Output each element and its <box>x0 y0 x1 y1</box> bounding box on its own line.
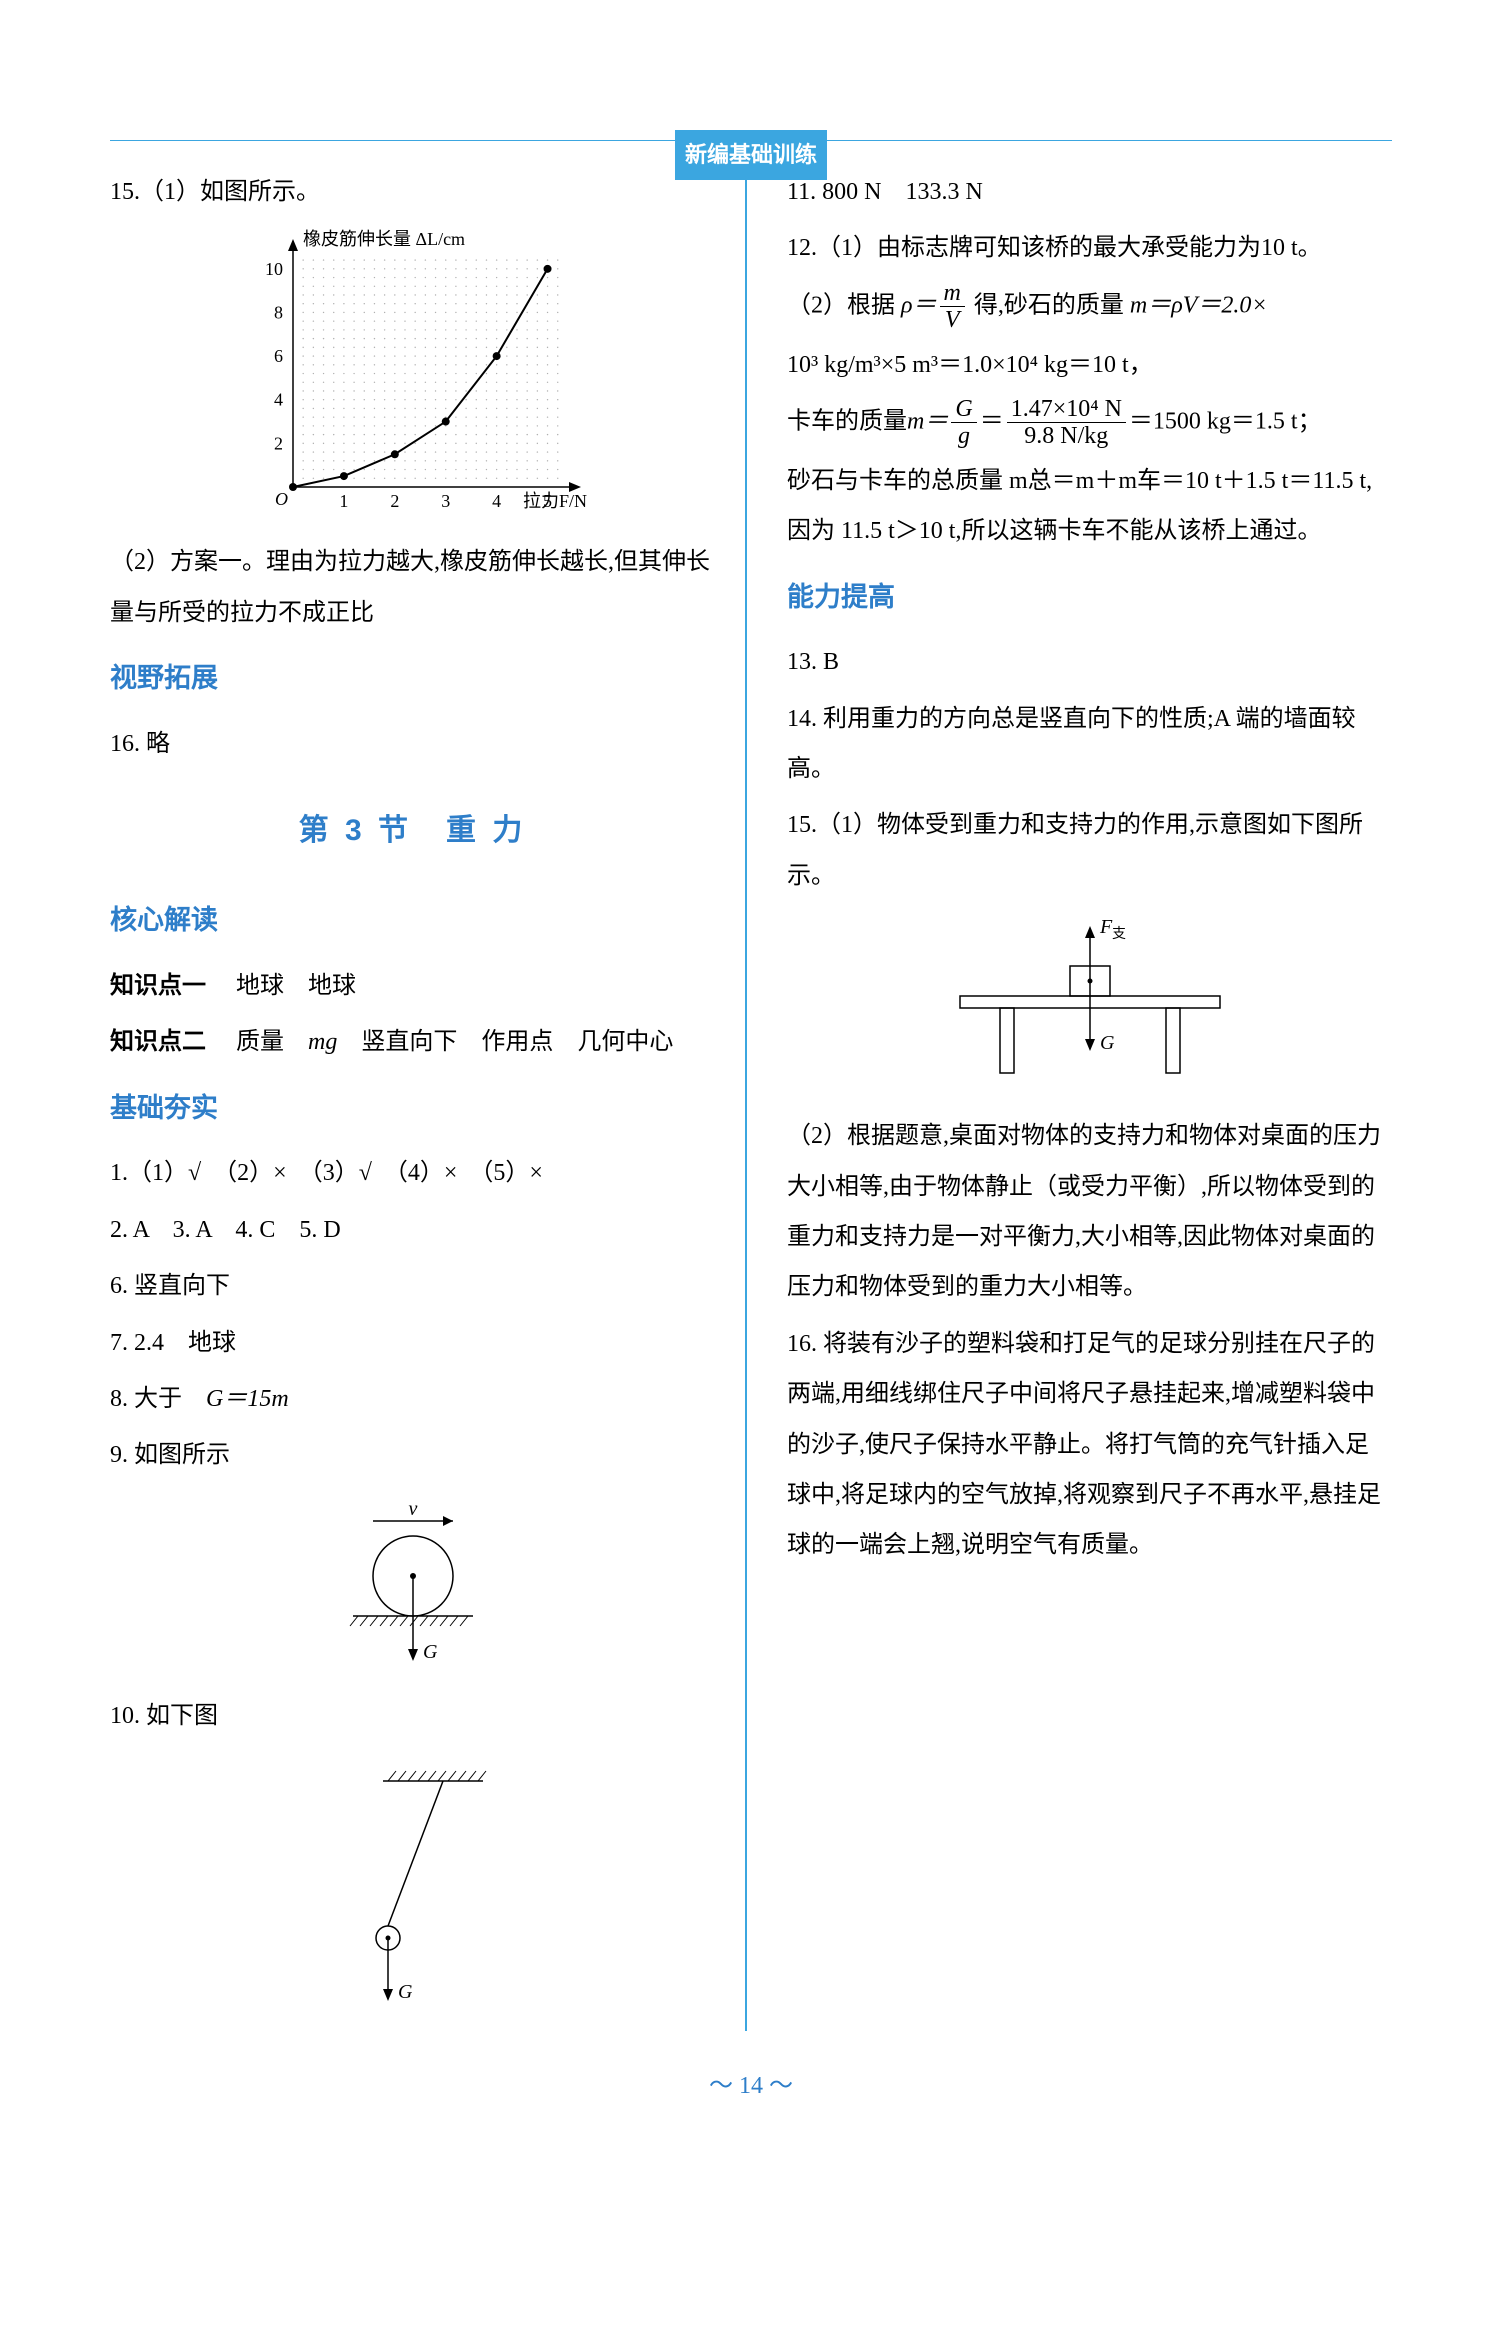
m-eq: m＝ <box>907 408 948 434</box>
fig15-table: F支 G <box>930 911 1250 1101</box>
svg-text:橡皮筋伸长量 ΔL/cm: 橡皮筋伸长量 ΔL/cm <box>303 229 465 249</box>
kp1-content: 地球 地球 <box>236 973 356 999</box>
q15-1: 15.（1）如图所示。 <box>110 167 715 217</box>
q1: 1.（1）√ （2）× （3）√ （4）× （5）× <box>110 1148 715 1198</box>
svg-text:G: G <box>1100 1032 1115 1054</box>
kp2-mg: mg <box>308 1029 337 1055</box>
frac-num: m <box>940 280 965 307</box>
q9: 9. 如图所示 <box>110 1430 715 1480</box>
svg-text:拉力F/N: 拉力F/N <box>523 491 587 511</box>
svg-text:G: G <box>398 1981 413 2003</box>
fig10-pendulum: G <box>313 1751 513 2021</box>
q2-5: 2. A 3. A 4. C 5. D <box>110 1205 715 1255</box>
svg-text:G: G <box>423 1641 438 1663</box>
frac-g-g: Gg <box>951 396 976 450</box>
fr3-den: 9.8 N/kg <box>1007 423 1126 449</box>
q16-left: 16. 略 <box>110 719 715 769</box>
svg-text:支: 支 <box>1112 926 1126 942</box>
q13: 13. B <box>787 637 1392 687</box>
q8-eq: G＝15m <box>206 1386 289 1412</box>
fr2-den: g <box>951 423 976 449</box>
frac-m-v: mV <box>940 280 965 334</box>
chapter-title: 第 3 节 重 力 <box>110 799 715 862</box>
right-column: 11. 800 N 133.3 N 12.（1）由标志牌可知该桥的最大承受能力为… <box>787 161 1392 2031</box>
q8: 8. 大于 G＝15m <box>110 1374 715 1424</box>
q12-2a: （2）根据 <box>787 292 901 318</box>
svg-text:4: 4 <box>492 491 501 511</box>
svg-text:6: 6 <box>274 346 283 366</box>
q12-2-line1: （2）根据 ρ＝mV 得,砂石的质量 m＝ρV＝2.0× <box>787 280 1392 334</box>
fr2-num: G <box>951 396 976 423</box>
q12-2e: 卡车的质量 <box>787 408 907 434</box>
q12-1: 12.（1）由标志牌可知该桥的最大承受能力为10 t。 <box>787 223 1392 273</box>
frac-den: V <box>940 307 965 333</box>
section-core-title: 核心解读 <box>110 892 715 949</box>
svg-text:8: 8 <box>274 303 283 323</box>
q8-a: 8. 大于 <box>110 1386 206 1412</box>
q15-2-right: （2）根据题意,桌面对物体的支持力和物体对桌面的压力大小相等,由于物体静止（或受… <box>787 1111 1392 1313</box>
q14: 14. 利用重力的方向总是竖直向下的性质;A 端的墙面较高。 <box>787 694 1392 795</box>
q12-2f: ＝1500 kg＝1.5 t； <box>1129 408 1322 434</box>
rho-eq: ρ＝ <box>901 292 937 318</box>
q12-2b: 得,砂石的质量 <box>968 292 1130 318</box>
frac-calc: 1.47×10⁴ N9.8 N/kg <box>1007 396 1126 450</box>
svg-text:1: 1 <box>339 491 348 511</box>
two-column-layout: 15.（1）如图所示。 12345246810O橡皮筋伸长量 ΔL/cm拉力F/… <box>110 161 1392 2031</box>
kp2-text-a <box>212 1029 236 1055</box>
eq-sign: ＝ <box>980 408 1004 434</box>
kp1-text <box>212 973 236 999</box>
svg-text:2: 2 <box>274 434 283 454</box>
fig9-ball: vG <box>313 1491 513 1681</box>
section-ability-title: 能力提高 <box>787 569 1392 626</box>
knowledge-point-2: 知识点二 质量 mg 竖直向下 作用点 几何中心 <box>110 1017 715 1067</box>
section-basic-title: 基础夯实 <box>110 1080 715 1137</box>
q7: 7. 2.4 地球 <box>110 1318 715 1368</box>
q10: 10. 如下图 <box>110 1691 715 1741</box>
q15-1-right: 15.（1）物体受到重力和支持力的作用,示意图如下图所示。 <box>787 800 1392 901</box>
kp1-label: 知识点一 <box>110 972 206 999</box>
header-title: 新编基础训练 <box>675 130 827 180</box>
section-vision-title: 视野拓展 <box>110 650 715 707</box>
kp2-b: 竖直向下 作用点 几何中心 <box>337 1029 673 1055</box>
svg-text:3: 3 <box>441 491 450 511</box>
svg-text:10: 10 <box>265 259 283 279</box>
svg-text:F: F <box>1099 916 1113 938</box>
q11: 11. 800 N 133.3 N <box>787 167 1392 217</box>
kp2-label: 知识点二 <box>110 1028 206 1055</box>
q6: 6. 竖直向下 <box>110 1261 715 1311</box>
q16-right: 16. 将装有沙子的塑料袋和打足气的足球分别挂在尺子的两端,用细线绑住尺子中间将… <box>787 1319 1392 1571</box>
svg-text:v: v <box>408 1498 417 1520</box>
q12-2-line4: 砂石与卡车的总质量 m总＝m＋m车＝10 t＋1.5 t＝11.5 t,因为 1… <box>787 456 1392 557</box>
q12-2c: m＝ρV＝2.0× <box>1130 292 1268 318</box>
left-column: 15.（1）如图所示。 12345246810O橡皮筋伸长量 ΔL/cm拉力F/… <box>110 161 747 2031</box>
svg-text:4: 4 <box>274 390 283 410</box>
fr3-num: 1.47×10⁴ N <box>1007 396 1126 423</box>
knowledge-point-1: 知识点一 地球 地球 <box>110 961 715 1011</box>
q12-2-line3: 卡车的质量m＝Gg＝1.47×10⁴ N9.8 N/kg＝1500 kg＝1.5… <box>787 396 1392 450</box>
kp2-a: 质量 <box>236 1029 308 1055</box>
q12-2-line2: 10³ kg/m³×5 m³＝1.0×10⁴ kg＝10 t， <box>787 340 1392 390</box>
page-number: ～ 14 ～ <box>110 2061 1392 2111</box>
q15-2: （2）方案一。理由为拉力越大,橡皮筋伸长越长,但其伸长量与所受的拉力不成正比 <box>110 537 715 638</box>
svg-text:O: O <box>275 489 288 509</box>
spring-chart: 12345246810O橡皮筋伸长量 ΔL/cm拉力F/N <box>233 227 593 527</box>
svg-text:2: 2 <box>390 491 399 511</box>
